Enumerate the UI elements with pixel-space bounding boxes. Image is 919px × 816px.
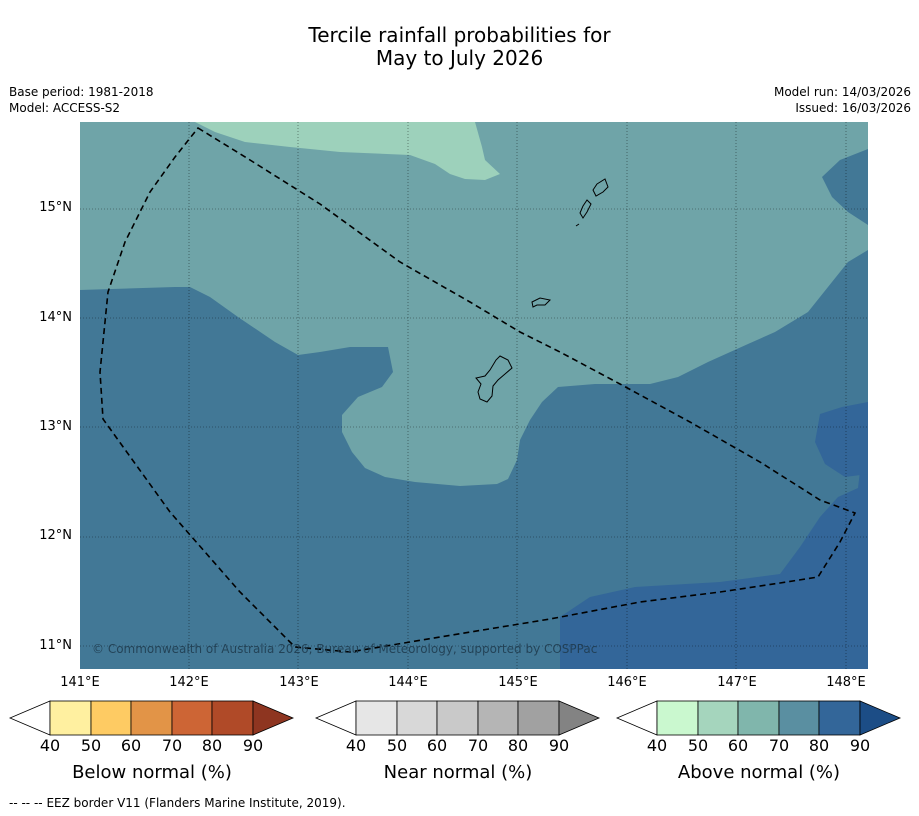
cbar-below-tick-50: 50	[80, 736, 102, 755]
cbar-below-tick-80: 80	[201, 736, 223, 755]
base-period: Base period: 1981-2018	[9, 85, 154, 99]
islands	[475, 178, 609, 403]
cbar-above-tick-80: 80	[808, 736, 830, 755]
lat-label-14n: 14°N	[39, 310, 72, 325]
lat-label-15n: 15°N	[39, 200, 72, 215]
tinian-island	[579, 199, 592, 219]
cbar-near-tick-60: 60	[426, 736, 448, 755]
cbar-above-title: Above normal (%)	[677, 762, 841, 783]
cbar-below-seg-1	[49, 700, 92, 736]
cbar-above-seg-3	[737, 700, 780, 736]
lon-label-144e: 144°E	[388, 675, 428, 690]
above-80-zone-east	[560, 402, 868, 669]
cbar-near-seg-1	[355, 700, 398, 736]
above-60-zone	[80, 122, 868, 486]
cbar-above-tick-40: 40	[646, 736, 668, 755]
cbar-below-tick-60: 60	[120, 736, 142, 755]
cbar-near-tick-90: 90	[548, 736, 570, 755]
cbar-below-seg-2	[90, 700, 132, 736]
cbar-near-tick-40: 40	[345, 736, 367, 755]
cbar-near-seg-4	[477, 700, 519, 736]
lon-label-146e: 146°E	[607, 675, 647, 690]
lat-label-11n: 11°N	[39, 638, 72, 653]
lon-label-143e: 143°E	[279, 675, 319, 690]
lon-label-147e: 147°E	[717, 675, 757, 690]
cbar-above-tick-50: 50	[687, 736, 709, 755]
cbar-above-seg-6	[859, 700, 902, 736]
cbar-above-seg-2	[697, 700, 739, 736]
cbar-near-title: Near normal (%)	[383, 762, 533, 783]
lon-label-141e: 141°E	[60, 675, 100, 690]
copyright-text: © Commonwealth of Australia 2026, Bureau…	[92, 642, 597, 656]
cbar-above-tick-90: 90	[849, 736, 871, 755]
above-50-zone	[195, 122, 500, 180]
eez-legend-symbol: -- -- --	[9, 796, 43, 810]
rainfall-map: © Commonwealth of Australia 2026, Bureau…	[80, 122, 868, 669]
rota-island	[531, 297, 552, 308]
model-run: Model run: 14/03/2026	[773, 85, 911, 99]
lon-label-142e: 142°E	[169, 675, 209, 690]
map-gridlines	[80, 122, 868, 669]
above-80-zone-ne	[815, 402, 868, 477]
cbar-below-tick-40: 40	[39, 736, 61, 755]
cbar-above-seg-1	[656, 700, 699, 736]
cbar-below-title: Below normal (%)	[72, 762, 232, 783]
lon-label-148e: 148°E	[826, 675, 866, 690]
issued-date: Issued: 16/03/2026	[795, 101, 911, 115]
colorbar-above	[615, 700, 902, 736]
cbar-above-seg-5	[818, 700, 861, 736]
colorbar-below	[8, 700, 295, 736]
guam-island	[475, 355, 513, 403]
cbar-above-tick-70: 70	[768, 736, 790, 755]
cbar-near-seg-2	[396, 700, 438, 736]
cbar-below-seg-3	[130, 700, 173, 736]
colorbar-near	[314, 700, 601, 736]
cbar-above-seg-4	[778, 700, 820, 736]
cbar-near-seg-0	[314, 700, 357, 736]
map-title-line1: Tercile rainfall probabilities for	[308, 23, 611, 47]
cbar-near-tick-70: 70	[467, 736, 489, 755]
model-name: Model: ACCESS-S2	[9, 101, 121, 115]
cbar-below-seg-5	[211, 700, 254, 736]
cbar-near-tick-50: 50	[386, 736, 408, 755]
map-title-line2: May to July 2026	[375, 46, 544, 70]
cbar-near-seg-6	[558, 700, 601, 736]
eez-legend-text: EEZ border V11 (Flanders Marine Institut…	[46, 796, 346, 810]
cbar-near-seg-3	[436, 700, 479, 736]
cbar-below-seg-6	[252, 700, 295, 736]
lat-label-13n: 13°N	[39, 419, 72, 434]
cbar-near-tick-80: 80	[507, 736, 529, 755]
eez-border	[99, 126, 857, 653]
aguijan-island	[575, 223, 580, 227]
cbar-below-tick-70: 70	[161, 736, 183, 755]
saipan-island	[592, 178, 609, 197]
cbar-below-seg-4	[171, 700, 213, 736]
cbar-near-seg-5	[517, 700, 560, 736]
eez-legend: -- -- -- EEZ border V11 (Flanders Marine…	[9, 796, 346, 810]
cbar-above-tick-60: 60	[727, 736, 749, 755]
lon-label-145e: 145°E	[498, 675, 538, 690]
cbar-above-seg-0	[615, 700, 658, 736]
cbar-below-seg-0	[8, 700, 51, 736]
lat-label-12n: 12°N	[39, 528, 72, 543]
cbar-below-tick-90: 90	[242, 736, 264, 755]
